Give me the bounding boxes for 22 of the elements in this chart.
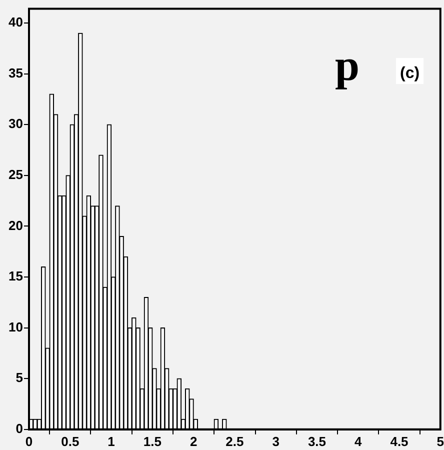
- y-tick-label: 30: [8, 116, 23, 132]
- x-tick-label: 3: [272, 434, 280, 449]
- x-tick-label: 2.5: [226, 434, 244, 449]
- y-tick-label: 40: [8, 14, 23, 30]
- x-tick-label: 1: [108, 434, 115, 449]
- x-tick-label: 1.5: [143, 434, 162, 449]
- y-tick-label: 20: [8, 218, 23, 233]
- y-tick-label: 0: [16, 420, 23, 436]
- x-tick-label: 2: [190, 434, 198, 449]
- y-tick-label: 35: [8, 65, 23, 80]
- y-tick-label: 10: [8, 319, 23, 334]
- x-tick-label: 4: [354, 434, 362, 449]
- annotation: (c): [400, 65, 420, 82]
- x-tick-label: 3.5: [308, 434, 326, 449]
- y-tick-label: 15: [8, 268, 23, 284]
- annotation: p: [335, 41, 360, 90]
- x-tick-label: 0.5: [61, 434, 80, 449]
- x-tick-label: 5: [436, 434, 444, 449]
- y-tick-label: 5: [16, 370, 23, 386]
- x-tick-label: 0: [25, 434, 33, 449]
- x-tick-label: 4.5: [390, 434, 408, 449]
- y-tick-label: 25: [8, 166, 23, 182]
